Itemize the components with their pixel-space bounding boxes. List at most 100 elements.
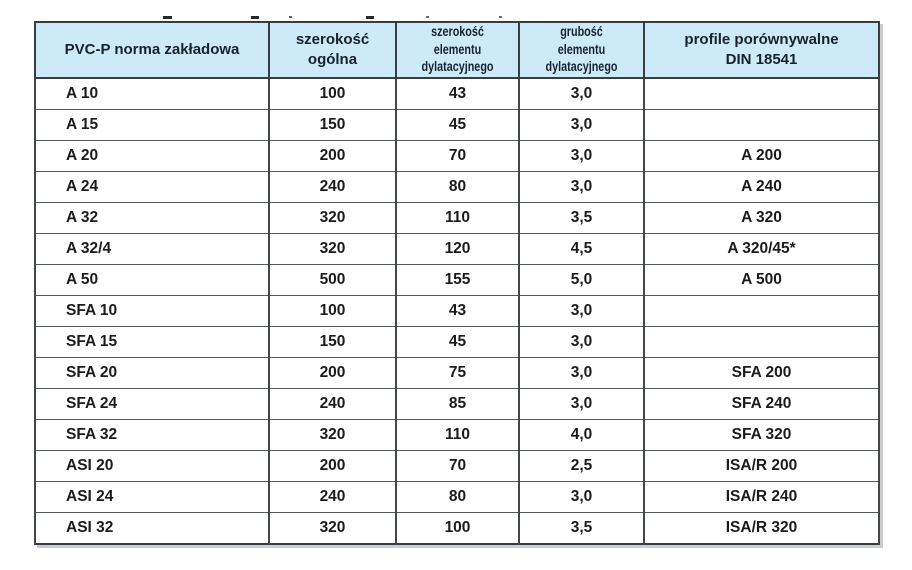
- table-body: A 10 100 43 3,0 A 15 150 45 3,0 A 20 200…: [34, 77, 880, 545]
- cell-overall-width: 200: [268, 449, 397, 482]
- cell-overall-width: 320: [268, 511, 397, 545]
- table-row: A 15 150 45 3,0: [34, 108, 880, 141]
- cell-comparable-profile: SFA 320: [643, 418, 880, 451]
- table-row: SFA 24 240 85 3,0 SFA 240: [34, 387, 880, 420]
- cell-expansion-element-thickness: 3,0: [518, 294, 645, 327]
- cell-expansion-element-width: 80: [395, 480, 520, 513]
- cell-profile-name: SFA 32: [34, 418, 270, 451]
- table-row: A 32/4 320 120 4,5 A 320/45*: [34, 232, 880, 265]
- cropped-text-remnant: [366, 16, 374, 19]
- profiles-table-wrapper: PVC-P norma zakładowa szerokość ogólna s…: [34, 21, 880, 545]
- cell-expansion-element-width: 85: [395, 387, 520, 420]
- cell-overall-width: 240: [268, 387, 397, 420]
- cell-comparable-profile: [643, 325, 880, 358]
- cell-expansion-element-width: 155: [395, 263, 520, 296]
- cell-profile-name: SFA 10: [34, 294, 270, 327]
- cell-expansion-element-width: 110: [395, 418, 520, 451]
- cell-expansion-element-thickness: 4,5: [518, 232, 645, 265]
- table-row: SFA 32 320 110 4,0 SFA 320: [34, 418, 880, 451]
- cell-profile-name: A 50: [34, 263, 270, 296]
- table-row: A 24 240 80 3,0 A 240: [34, 170, 880, 203]
- cell-expansion-element-thickness: 3,0: [518, 108, 645, 141]
- cell-expansion-element-width: 70: [395, 449, 520, 482]
- cell-expansion-element-thickness: 3,0: [518, 170, 645, 203]
- cell-comparable-profile: ISA/R 240: [643, 480, 880, 513]
- cell-profile-name: A 24: [34, 170, 270, 203]
- cell-comparable-profile: ISA/R 200: [643, 449, 880, 482]
- cell-expansion-element-thickness: 5,0: [518, 263, 645, 296]
- cell-overall-width: 320: [268, 201, 397, 234]
- cell-overall-width: 320: [268, 232, 397, 265]
- col-header-expansion-element-width-label: szerokość elementu dylatacyjnego: [421, 24, 494, 75]
- header-row: PVC-P norma zakładowa szerokość ogólna s…: [34, 21, 880, 79]
- cell-comparable-profile: ISA/R 320: [643, 511, 880, 545]
- cell-expansion-element-thickness: 3,5: [518, 201, 645, 234]
- cell-comparable-profile: A 320/45*: [643, 232, 880, 265]
- col-header-comparable-profiles: profile porównywalne DIN 18541: [643, 21, 880, 79]
- cell-expansion-element-thickness: 4,0: [518, 418, 645, 451]
- col-header-expansion-element-width: szerokość elementu dylatacyjnego: [395, 21, 520, 79]
- cell-profile-name: ASI 20: [34, 449, 270, 482]
- col-header-expansion-element-thickness: grubość elementu dylatacyjnego: [518, 21, 645, 79]
- cell-profile-name: A 32: [34, 201, 270, 234]
- cell-expansion-element-width: 43: [395, 77, 520, 110]
- cell-comparable-profile: SFA 240: [643, 387, 880, 420]
- cell-comparable-profile: SFA 200: [643, 356, 880, 389]
- cell-overall-width: 150: [268, 325, 397, 358]
- table-row: ASI 20 200 70 2,5 ISA/R 200: [34, 449, 880, 482]
- cell-profile-name: SFA 15: [34, 325, 270, 358]
- cell-overall-width: 240: [268, 170, 397, 203]
- cell-comparable-profile: [643, 77, 880, 110]
- cell-profile-name: A 20: [34, 139, 270, 172]
- table-header: PVC-P norma zakładowa szerokość ogólna s…: [34, 21, 880, 79]
- cell-comparable-profile: A 500: [643, 263, 880, 296]
- cell-expansion-element-width: 100: [395, 511, 520, 545]
- cell-profile-name: ASI 24: [34, 480, 270, 513]
- cell-profile-name: A 10: [34, 77, 270, 110]
- cell-profile-name: ASI 32: [34, 511, 270, 545]
- cell-overall-width: 200: [268, 139, 397, 172]
- cell-expansion-element-width: 45: [395, 108, 520, 141]
- cell-expansion-element-thickness: 3,0: [518, 356, 645, 389]
- cell-expansion-element-thickness: 3,0: [518, 139, 645, 172]
- cell-expansion-element-thickness: 3,0: [518, 77, 645, 110]
- table-row: ASI 24 240 80 3,0 ISA/R 240: [34, 480, 880, 513]
- table-row: A 10 100 43 3,0: [34, 77, 880, 110]
- cell-profile-name: SFA 24: [34, 387, 270, 420]
- cell-expansion-element-thickness: 3,0: [518, 480, 645, 513]
- cell-overall-width: 320: [268, 418, 397, 451]
- cell-expansion-element-thickness: 2,5: [518, 449, 645, 482]
- cell-overall-width: 150: [268, 108, 397, 141]
- cell-overall-width: 240: [268, 480, 397, 513]
- cell-expansion-element-width: 120: [395, 232, 520, 265]
- table-row: A 32 320 110 3,5 A 320: [34, 201, 880, 234]
- table-row: A 50 500 155 5,0 A 500: [34, 263, 880, 296]
- cropped-text-remnant: [163, 16, 172, 19]
- cell-expansion-element-thickness: 3,0: [518, 325, 645, 358]
- cell-comparable-profile: A 200: [643, 139, 880, 172]
- col-header-expansion-element-thickness-label: grubość elementu dylatacyjnego: [545, 24, 618, 75]
- cell-overall-width: 100: [268, 294, 397, 327]
- cropped-text-remnant: [426, 16, 429, 18]
- table-row: ASI 32 320 100 3,5 ISA/R 320: [34, 511, 880, 545]
- col-header-factory-norm: PVC-P norma zakładowa: [34, 21, 270, 79]
- cell-comparable-profile: A 320: [643, 201, 880, 234]
- cell-profile-name: SFA 20: [34, 356, 270, 389]
- cropped-text-remnant: [289, 16, 292, 18]
- cell-overall-width: 500: [268, 263, 397, 296]
- cell-comparable-profile: A 240: [643, 170, 880, 203]
- cell-expansion-element-width: 75: [395, 356, 520, 389]
- cell-overall-width: 100: [268, 77, 397, 110]
- table-row: SFA 10 100 43 3,0: [34, 294, 880, 327]
- cell-expansion-element-width: 45: [395, 325, 520, 358]
- cell-overall-width: 200: [268, 356, 397, 389]
- cell-comparable-profile: [643, 108, 880, 141]
- cell-expansion-element-width: 110: [395, 201, 520, 234]
- cell-expansion-element-width: 43: [395, 294, 520, 327]
- table-row: SFA 15 150 45 3,0: [34, 325, 880, 358]
- cell-comparable-profile: [643, 294, 880, 327]
- cell-expansion-element-width: 70: [395, 139, 520, 172]
- table-row: SFA 20 200 75 3,0 SFA 200: [34, 356, 880, 389]
- pvc-profiles-table: PVC-P norma zakładowa szerokość ogólna s…: [34, 21, 880, 545]
